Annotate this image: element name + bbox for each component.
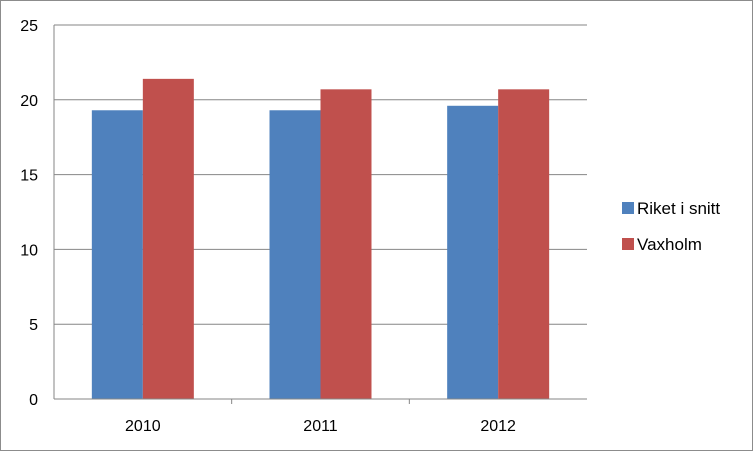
y-axis-tick-labels: 0 5 10 15 20 25 [20, 18, 38, 409]
bar-vaxholm-2010 [142, 78, 194, 399]
bar-vaxholm-2012 [498, 89, 550, 399]
y-tick-label: 20 [20, 93, 38, 110]
x-tick-label: 2011 [303, 418, 338, 435]
legend: Riket i snitt Vaxholm [622, 199, 720, 254]
bar-riket-i-snitt-2012 [447, 105, 499, 399]
bar-riket-i-snitt-2010 [91, 110, 143, 399]
y-tick-label: 25 [20, 18, 38, 35]
bar-vaxholm-2011 [320, 89, 372, 399]
x-axis-tick-labels: 2010 2011 2012 [125, 418, 516, 435]
legend-swatch [622, 202, 634, 214]
axes [53, 25, 587, 404]
x-tick-label: 2010 [125, 418, 161, 435]
x-tick-label: 2012 [480, 418, 516, 435]
y-tick-label: 0 [29, 392, 38, 409]
legend-label: Vaxholm [637, 235, 702, 254]
y-tick-label: 5 [29, 317, 38, 334]
y-tick-label: 10 [20, 242, 38, 259]
legend-swatch [622, 238, 634, 250]
bar-riket-i-snitt-2011 [269, 110, 321, 399]
legend-label: Riket i snitt [637, 199, 720, 218]
y-tick-label: 15 [20, 168, 38, 185]
bars [91, 78, 550, 399]
